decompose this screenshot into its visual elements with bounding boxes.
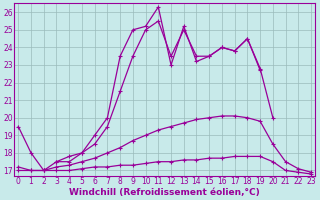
X-axis label: Windchill (Refroidissement éolien,°C): Windchill (Refroidissement éolien,°C) (69, 188, 260, 197)
